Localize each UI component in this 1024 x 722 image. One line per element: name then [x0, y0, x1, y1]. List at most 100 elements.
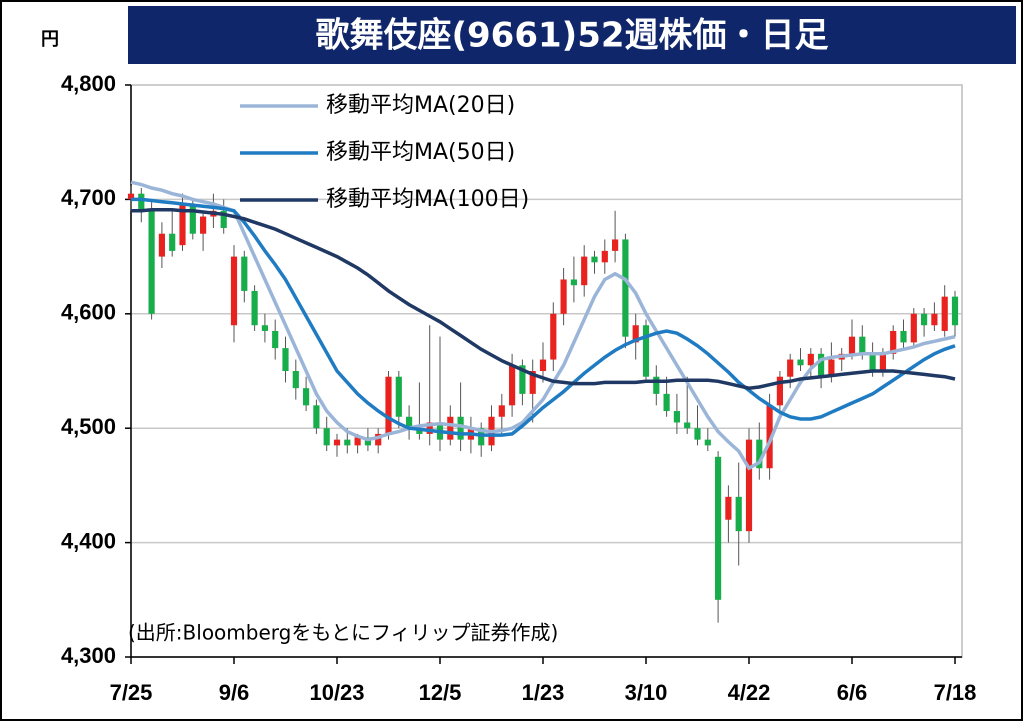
- candle-body: [169, 233, 176, 251]
- candle-body: [200, 216, 207, 234]
- candle-body: [395, 376, 402, 417]
- candle-body: [622, 239, 629, 337]
- legend-label: 移動平均MA(20日): [326, 93, 515, 118]
- candle-body: [127, 193, 135, 200]
- candle-body: [776, 376, 783, 406]
- y-tick-label: 4,500: [61, 414, 116, 439]
- candle-body: [766, 405, 773, 469]
- y-tick-label: 4,300: [61, 643, 116, 668]
- candle-body: [406, 416, 413, 429]
- candle-body: [828, 359, 835, 377]
- candle-body: [910, 313, 917, 343]
- candle-body: [869, 353, 876, 371]
- x-tick-label: 12/5: [419, 680, 462, 705]
- x-tick-label: 1/23: [522, 680, 565, 705]
- candle-body: [457, 416, 464, 440]
- y-tick-label: 4,700: [61, 185, 116, 210]
- candle-body: [426, 422, 433, 434]
- candle-body: [333, 439, 341, 446]
- x-tick-label: 6/6: [837, 680, 868, 705]
- candle-body: [848, 336, 856, 354]
- candle-body: [570, 279, 577, 286]
- candle-body: [807, 353, 814, 366]
- y-tick-label: 4,400: [61, 528, 116, 553]
- candle-body: [148, 210, 155, 314]
- candle-body: [941, 296, 948, 331]
- candle-body: [632, 325, 639, 343]
- candle-body: [344, 439, 351, 446]
- candle-body: [220, 210, 227, 228]
- candle-body: [560, 279, 567, 314]
- candle-body: [385, 376, 392, 434]
- chart-title: 歌舞伎座(9661)52週株価・日足: [315, 16, 828, 56]
- candle-body: [591, 256, 598, 263]
- candle-body: [931, 313, 938, 326]
- candle-body: [951, 296, 959, 326]
- candle-body: [663, 393, 670, 412]
- candle-body: [189, 205, 196, 234]
- candle-body: [303, 388, 310, 406]
- candle-body: [498, 405, 505, 417]
- candle-body: [529, 371, 536, 394]
- candle-body: [138, 193, 145, 211]
- candle-body: [787, 359, 794, 377]
- candle-body: [313, 405, 320, 429]
- x-tick-label: 4/22: [728, 680, 771, 705]
- ma-line: [130, 180, 956, 471]
- candle-body: [694, 428, 701, 440]
- candle-body: [921, 313, 928, 326]
- candle-body: [684, 422, 691, 429]
- title-banner: [128, 6, 1016, 64]
- candle-body: [272, 330, 279, 349]
- candle-body: [642, 325, 650, 377]
- candle-body: [509, 365, 516, 406]
- candle-body: [261, 325, 268, 331]
- x-tick-label: 7/25: [110, 680, 153, 705]
- candle-body: [354, 437, 361, 446]
- x-tick-label: 7/18: [934, 680, 977, 705]
- candle-body: [519, 365, 526, 394]
- candle-body: [725, 496, 732, 520]
- ma-line: [131, 197, 956, 437]
- candle-body: [158, 233, 165, 257]
- candle-body: [539, 359, 547, 371]
- candle-body: [745, 439, 753, 532]
- x-tick-label: 10/23: [309, 680, 364, 705]
- candle-body: [756, 439, 763, 469]
- candle-body: [230, 256, 238, 326]
- candle-body: [704, 439, 711, 446]
- candle-body: [879, 353, 886, 371]
- candle-body: [581, 256, 588, 286]
- legend-label: 移動平均MA(100日): [326, 187, 529, 212]
- candle-body: [612, 239, 619, 251]
- candle-body: [797, 359, 804, 366]
- candle-body: [447, 416, 454, 440]
- x-tick-label: 3/10: [625, 680, 668, 705]
- candle-body: [818, 353, 825, 377]
- candle-body: [292, 371, 299, 389]
- candle-body: [673, 411, 680, 423]
- candle-body: [375, 433, 382, 446]
- candle-body: [715, 456, 722, 600]
- candle-body: [653, 376, 660, 394]
- unit-label: 円: [41, 29, 59, 50]
- candle-body: [890, 330, 897, 354]
- x-tick-label: 9/6: [219, 680, 250, 705]
- legend-label: 移動平均MA(50日): [326, 140, 515, 165]
- candle-body: [735, 496, 742, 532]
- candle-body: [859, 336, 866, 354]
- y-tick-label: 4,600: [61, 300, 116, 325]
- candle-body: [241, 256, 248, 291]
- candle-body: [550, 313, 557, 360]
- candle-body: [323, 428, 330, 446]
- candle-body: [179, 205, 186, 246]
- y-tick-label: 4,800: [61, 71, 116, 96]
- candle-body: [282, 348, 289, 371]
- candle-body: [251, 290, 258, 326]
- source-note: (出所:Bloombergをもとにフィリップ証券作成): [128, 621, 558, 645]
- candle-body: [900, 330, 907, 343]
- ma-line: [131, 207, 956, 390]
